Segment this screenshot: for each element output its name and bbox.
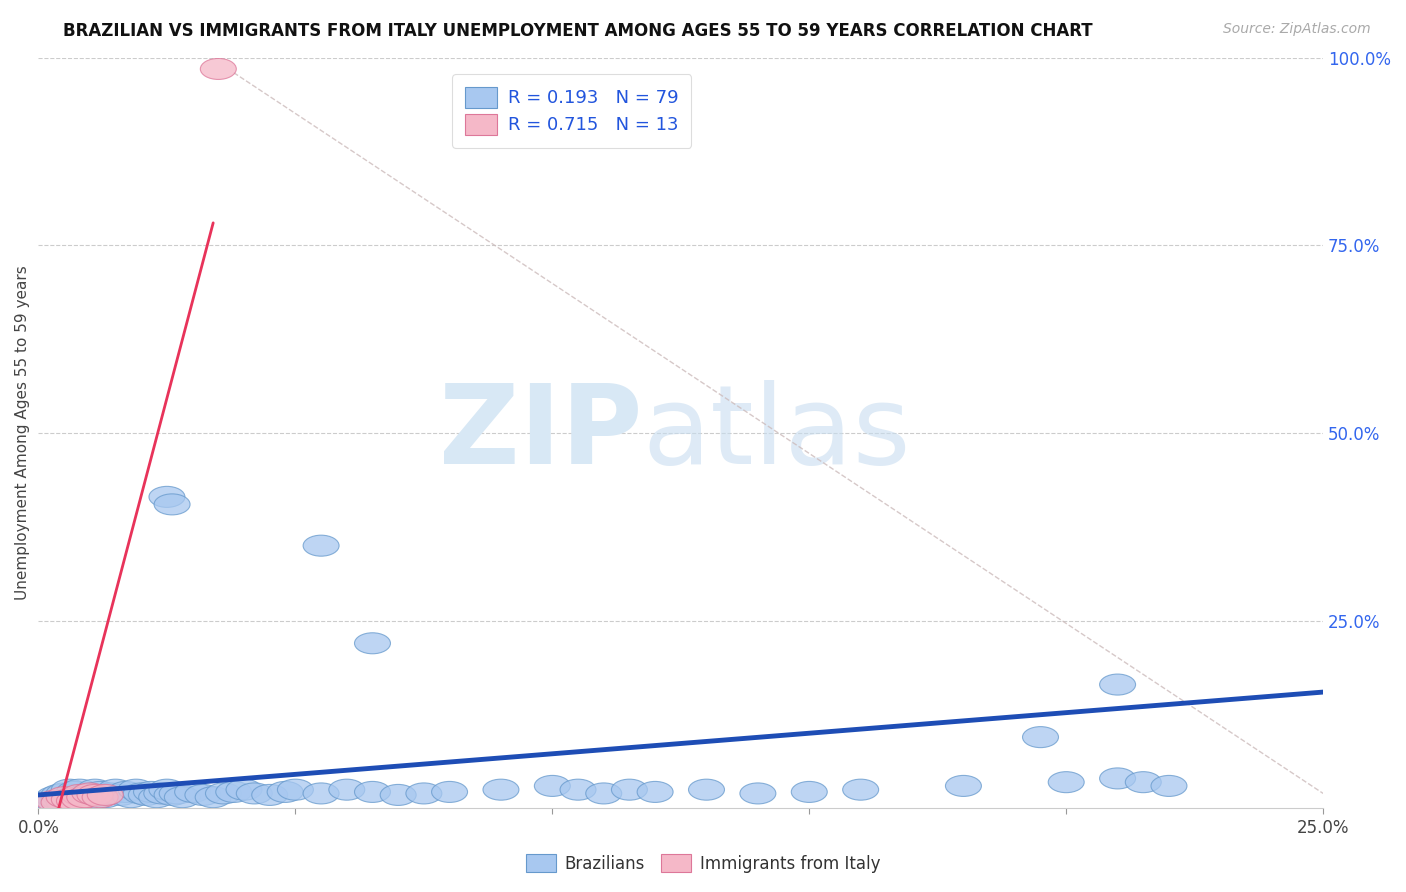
Ellipse shape — [586, 783, 621, 804]
Ellipse shape — [226, 780, 262, 800]
Ellipse shape — [560, 780, 596, 800]
Ellipse shape — [406, 783, 441, 804]
Ellipse shape — [612, 780, 647, 800]
Ellipse shape — [277, 780, 314, 800]
Ellipse shape — [31, 790, 66, 812]
Ellipse shape — [380, 784, 416, 805]
Ellipse shape — [1022, 727, 1059, 747]
Ellipse shape — [77, 780, 112, 800]
Ellipse shape — [149, 780, 186, 800]
Ellipse shape — [41, 784, 77, 805]
Ellipse shape — [354, 781, 391, 803]
Ellipse shape — [37, 790, 72, 812]
Text: BRAZILIAN VS IMMIGRANTS FROM ITALY UNEMPLOYMENT AMONG AGES 55 TO 59 YEARS CORREL: BRAZILIAN VS IMMIGRANTS FROM ITALY UNEMP… — [63, 22, 1092, 40]
Ellipse shape — [82, 784, 118, 805]
Ellipse shape — [195, 787, 231, 807]
Ellipse shape — [56, 781, 93, 803]
Ellipse shape — [66, 784, 103, 805]
Ellipse shape — [62, 787, 97, 807]
Ellipse shape — [304, 783, 339, 804]
Legend: R = 0.193   N = 79, R = 0.715   N = 13: R = 0.193 N = 79, R = 0.715 N = 13 — [451, 74, 692, 147]
Ellipse shape — [82, 787, 118, 807]
Ellipse shape — [51, 780, 87, 800]
Ellipse shape — [51, 789, 87, 810]
Ellipse shape — [165, 787, 200, 807]
Ellipse shape — [842, 780, 879, 800]
Ellipse shape — [62, 789, 97, 810]
Ellipse shape — [149, 486, 186, 508]
Ellipse shape — [134, 781, 170, 803]
Ellipse shape — [62, 780, 97, 800]
Ellipse shape — [56, 792, 93, 813]
Ellipse shape — [46, 792, 82, 813]
Ellipse shape — [329, 780, 364, 800]
Ellipse shape — [51, 790, 87, 812]
Legend: Brazilians, Immigrants from Italy: Brazilians, Immigrants from Italy — [519, 847, 887, 880]
Ellipse shape — [46, 783, 82, 804]
Ellipse shape — [236, 783, 273, 804]
Ellipse shape — [1099, 768, 1136, 789]
Ellipse shape — [174, 781, 211, 803]
Ellipse shape — [945, 775, 981, 797]
Ellipse shape — [77, 784, 112, 805]
Ellipse shape — [534, 775, 571, 797]
Ellipse shape — [112, 787, 149, 807]
Ellipse shape — [252, 784, 288, 805]
Ellipse shape — [72, 783, 108, 804]
Text: Source: ZipAtlas.com: Source: ZipAtlas.com — [1223, 22, 1371, 37]
Ellipse shape — [1049, 772, 1084, 793]
Ellipse shape — [46, 790, 82, 812]
Ellipse shape — [66, 787, 103, 807]
Ellipse shape — [740, 783, 776, 804]
Ellipse shape — [143, 783, 180, 804]
Ellipse shape — [97, 780, 134, 800]
Ellipse shape — [139, 787, 174, 807]
Ellipse shape — [128, 784, 165, 805]
Ellipse shape — [200, 59, 236, 79]
Text: ZIP: ZIP — [439, 380, 643, 486]
Ellipse shape — [62, 790, 97, 812]
Ellipse shape — [46, 787, 82, 807]
Ellipse shape — [792, 781, 827, 803]
Text: atlas: atlas — [643, 380, 911, 486]
Ellipse shape — [155, 494, 190, 515]
Ellipse shape — [56, 790, 93, 812]
Ellipse shape — [205, 783, 242, 804]
Ellipse shape — [77, 789, 112, 810]
Ellipse shape — [103, 784, 139, 805]
Ellipse shape — [108, 781, 143, 803]
Ellipse shape — [62, 784, 97, 805]
Ellipse shape — [186, 784, 221, 805]
Ellipse shape — [37, 787, 72, 807]
Ellipse shape — [82, 781, 118, 803]
Ellipse shape — [1099, 674, 1136, 695]
Ellipse shape — [689, 780, 724, 800]
Ellipse shape — [51, 787, 87, 807]
Ellipse shape — [215, 781, 252, 803]
Ellipse shape — [354, 632, 391, 654]
Ellipse shape — [304, 535, 339, 557]
Ellipse shape — [637, 781, 673, 803]
Ellipse shape — [87, 784, 124, 805]
Ellipse shape — [124, 783, 159, 804]
Ellipse shape — [41, 789, 77, 810]
Ellipse shape — [267, 781, 304, 803]
Ellipse shape — [159, 783, 195, 804]
Ellipse shape — [66, 789, 103, 810]
Ellipse shape — [41, 792, 77, 813]
Ellipse shape — [1152, 775, 1187, 797]
Ellipse shape — [155, 784, 190, 805]
Ellipse shape — [1125, 772, 1161, 793]
Ellipse shape — [93, 783, 128, 804]
Ellipse shape — [72, 787, 108, 807]
Ellipse shape — [56, 784, 93, 805]
Ellipse shape — [432, 781, 468, 803]
Ellipse shape — [484, 780, 519, 800]
Ellipse shape — [118, 780, 155, 800]
Y-axis label: Unemployment Among Ages 55 to 59 years: Unemployment Among Ages 55 to 59 years — [15, 266, 30, 600]
Ellipse shape — [37, 792, 72, 813]
Ellipse shape — [72, 783, 108, 804]
Ellipse shape — [56, 789, 93, 810]
Ellipse shape — [87, 787, 124, 807]
